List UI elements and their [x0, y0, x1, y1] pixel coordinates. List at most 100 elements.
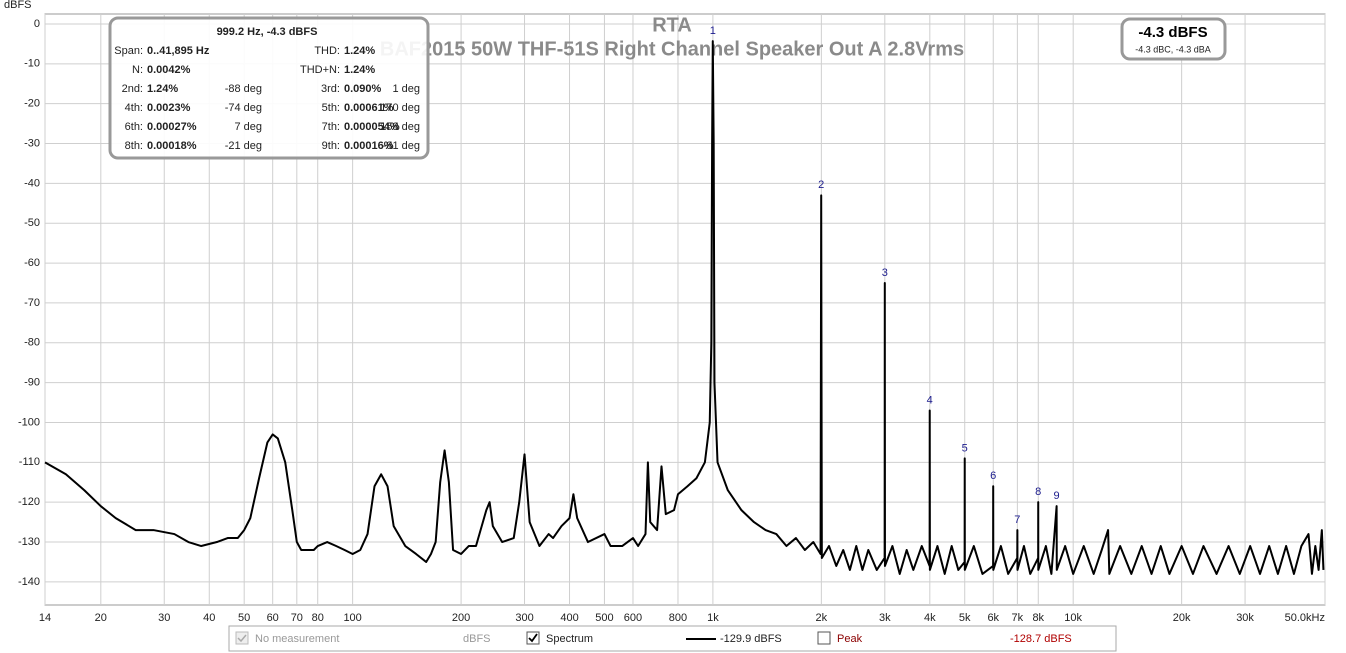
harmonic-label: 1	[710, 25, 716, 37]
y-tick-label: -40	[24, 177, 40, 189]
x-tick-label: 50	[238, 612, 250, 624]
x-tick-label: 400	[560, 612, 578, 624]
checkbox-spectrum[interactable]	[526, 631, 540, 645]
info-rows: Span: 0..41,895 Hz THD: 1.24% N: 0.0042% THD+N…	[114, 45, 420, 152]
x-tick-label: 7k	[1012, 612, 1024, 624]
level-box	[1120, 17, 1227, 61]
info-value: 0.00027%	[147, 121, 197, 133]
level: -4.3 dBFS	[1138, 24, 1207, 41]
info-label: Span:	[114, 45, 143, 57]
info-value: 0.0023%	[147, 102, 191, 114]
x-tick-label: 14	[39, 612, 51, 624]
chart-subtitle: BAF2015 50W THF-51S Right Channel Speake…	[380, 38, 964, 60]
checkbox-peak[interactable]	[817, 631, 831, 645]
y-tick-label: -90	[24, 377, 40, 389]
info-value: 1.24%	[344, 45, 375, 57]
x-tick-label: 300	[515, 612, 533, 624]
x-tick-label: 70	[291, 612, 303, 624]
info-phase: -88 deg	[225, 83, 262, 95]
y-tick-label: -30	[24, 137, 40, 149]
info-phase: -21 deg	[225, 140, 262, 152]
info-label: 4th:	[125, 102, 143, 114]
x-tick-label: 20k	[1173, 612, 1191, 624]
grid: 0 -10 -20 -30 -40 -50 -60 -70 -80 -90 -100 -110 -120…	[18, 14, 1326, 624]
info-label: THD:	[314, 45, 340, 57]
x-tick-label: 20	[95, 612, 107, 624]
legend-peak: Peak	[837, 633, 863, 645]
chart-title: RTA	[652, 14, 692, 36]
info-value: 1.24%	[344, 64, 375, 76]
x-tick-label: 500	[595, 612, 613, 624]
spectrum-line	[44, 40, 1325, 575]
info-label: 9th:	[322, 140, 340, 152]
y-tick-label: -100	[18, 416, 40, 428]
y-tick-label: -130	[18, 536, 40, 548]
info-value: 0.00016%	[344, 140, 394, 152]
y-tick-label: -20	[24, 98, 40, 110]
x-tick-label: 800	[669, 612, 687, 624]
legend-no-measurement: No measurement	[255, 633, 339, 645]
info-value: 0.090%	[344, 83, 382, 95]
harmonic-label: 5	[962, 442, 968, 454]
info-phase: 1 deg	[392, 83, 420, 95]
x-tick-label: 4k	[924, 612, 936, 624]
x-tick-label: 30k	[1236, 612, 1254, 624]
info-phase: -81 deg	[383, 140, 420, 152]
y-tick-label: -110	[19, 456, 40, 468]
info-label: 7th:	[322, 121, 340, 133]
info-value: 1.24%	[147, 83, 178, 95]
info-label: THD+N:	[300, 64, 340, 76]
x-tick-label: 100	[343, 612, 361, 624]
x-tick-label: 60	[267, 612, 279, 624]
info-label: N:	[132, 64, 143, 76]
info-label: 6th:	[125, 121, 143, 133]
x-tick-label: 8k	[1032, 612, 1044, 624]
harmonic-label: 6	[990, 470, 996, 482]
info-title: 999.2 Hz, -4.3 dBFS	[217, 26, 318, 38]
harmonic-label: 9	[1054, 490, 1060, 502]
harmonic-label: 4	[927, 394, 933, 406]
info-label: 5th:	[322, 102, 340, 114]
x-tick-label: 5k	[959, 612, 971, 624]
checkbox-no-measurement[interactable]	[235, 631, 249, 645]
x-tick-label: 200	[452, 612, 470, 624]
harmonic-label: 3	[882, 267, 888, 279]
info-label: 3rd:	[321, 83, 340, 95]
info-phase: 170 deg	[380, 102, 420, 114]
check	[528, 633, 538, 643]
info-value: 0..41,895 Hz	[147, 45, 210, 57]
level-weighted: -4.3 dBC, -4.3 dBA	[1135, 44, 1211, 54]
x-tick-label: 2k	[816, 612, 828, 624]
plot: 1 2 3 4 5 6 7 8 9	[44, 25, 1325, 575]
info-value: 0.0042%	[147, 64, 191, 76]
y-tick-label: -80	[24, 337, 40, 349]
legend-spectrum-level: -129.9 dBFS	[720, 633, 782, 645]
legend-bar	[228, 625, 1117, 652]
x-tick-label: 1k	[707, 612, 719, 624]
y-tick-label: -50	[24, 217, 40, 229]
x-tick-label: 50.0kHz	[1285, 612, 1325, 624]
info-label: 8th:	[125, 140, 143, 152]
y-tick-label: -10	[24, 58, 40, 70]
legend-peak-level: -128.7 dBFS	[1010, 633, 1072, 645]
info-value: 0.00061%	[344, 102, 394, 114]
legend-spectrum: Spectrum	[546, 633, 593, 645]
x-tick-label: 6k	[987, 612, 999, 624]
y-axis-label: dBFS	[4, 0, 32, 11]
info-label: 2nd:	[122, 83, 143, 95]
info-phase: -74 deg	[225, 102, 262, 114]
y-tick-label: -60	[24, 257, 40, 269]
x-tick-label: 600	[624, 612, 642, 624]
harmonic-label: 2	[818, 179, 824, 191]
x-tick-label: 10k	[1064, 612, 1082, 624]
x-tick-label: 3k	[879, 612, 891, 624]
legend-unit: dBFS	[463, 633, 491, 645]
y-tick-label: 0	[34, 18, 40, 30]
x-tick-label: 30	[158, 612, 170, 624]
x-tick-label: 80	[312, 612, 324, 624]
info-box	[108, 16, 430, 160]
check	[237, 634, 247, 643]
y-tick-label: -140	[18, 576, 40, 588]
info-value: 0.000054%	[344, 121, 400, 133]
